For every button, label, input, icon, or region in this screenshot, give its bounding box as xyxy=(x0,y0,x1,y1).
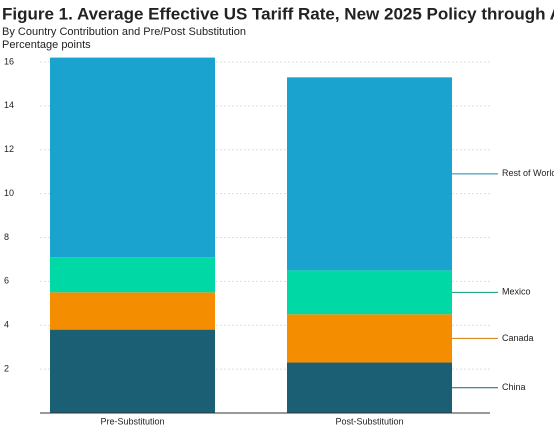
y-tick-label: 14 xyxy=(4,100,14,110)
bar-segment xyxy=(287,270,452,315)
bar-segment xyxy=(50,57,215,258)
x-tick-label: Pre-Substitution xyxy=(100,416,164,426)
y-tick-label: 6 xyxy=(4,276,9,286)
bar-segment xyxy=(50,292,215,330)
bar-segment xyxy=(287,77,452,271)
x-tick-label: Post-Substitution xyxy=(335,416,403,426)
bar-segment xyxy=(287,314,452,363)
y-tick-label: 2 xyxy=(4,363,9,373)
y-tick-label: 12 xyxy=(4,144,14,154)
chart-title: Figure 1. Average Effective US Tariff Ra… xyxy=(2,4,554,23)
y-tick-label: 10 xyxy=(4,188,14,198)
y-axis-label: Percentage points xyxy=(2,39,91,51)
y-tick-label: 16 xyxy=(4,56,14,66)
legend-label: China xyxy=(502,382,526,392)
legend-label: Mexico xyxy=(502,287,531,297)
y-tick-label: 4 xyxy=(4,320,9,330)
chart-subtitle: By Country Contribution and Pre/Post Sub… xyxy=(2,26,246,38)
bar-segment xyxy=(287,362,452,413)
legend-label: Canada xyxy=(502,333,534,343)
bar-segment xyxy=(50,257,215,293)
y-tick-label: 8 xyxy=(4,232,9,242)
bar-segment xyxy=(50,329,215,413)
legend-label: Rest of World xyxy=(502,168,554,178)
